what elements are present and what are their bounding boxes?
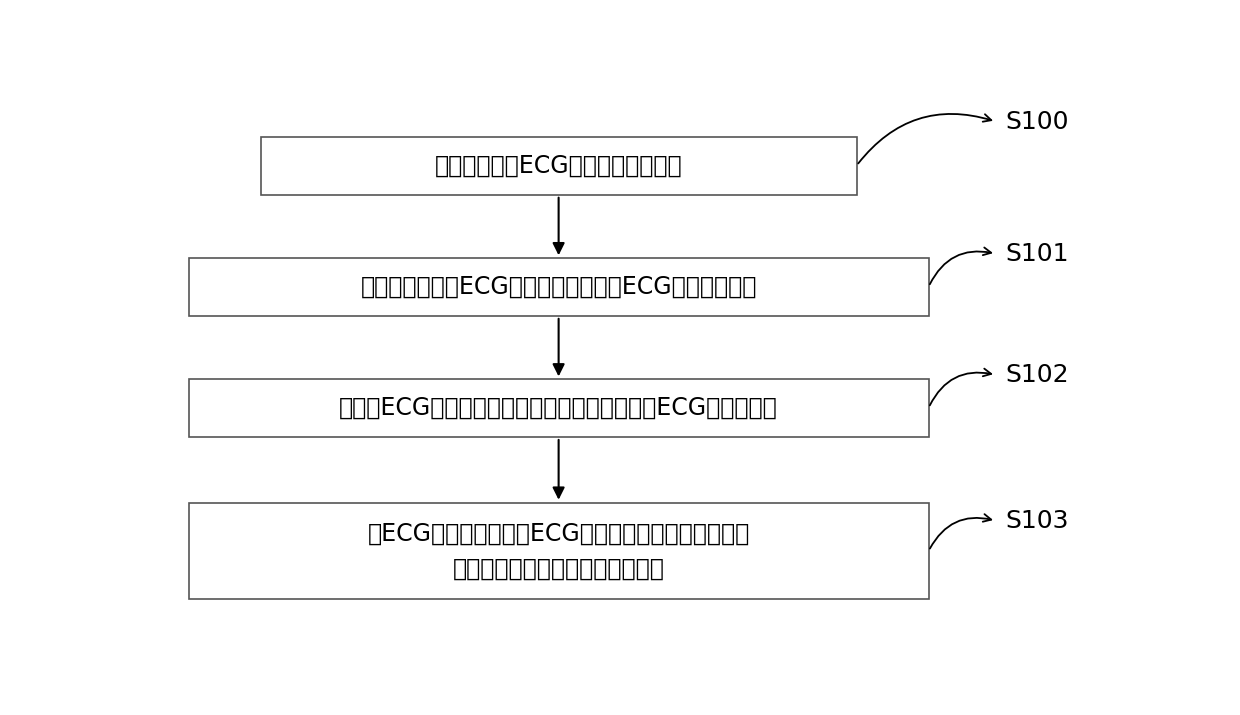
Text: S102: S102 xyxy=(1006,363,1069,387)
Text: S101: S101 xyxy=(1006,242,1069,266)
FancyBboxPatch shape xyxy=(188,379,929,437)
FancyBboxPatch shape xyxy=(188,503,929,599)
Text: S103: S103 xyxy=(1006,509,1069,533)
Text: 将ECG多尺度空间中的ECG多尺度空间信号通过预设的
卷积神经网络进行多尺度特征提取: 将ECG多尺度空间中的ECG多尺度空间信号通过预设的 卷积神经网络进行多尺度特征… xyxy=(367,521,750,581)
Text: 对采集的导联ECG信号进行滤波处理: 对采集的导联ECG信号进行滤波处理 xyxy=(435,154,682,177)
FancyBboxPatch shape xyxy=(188,258,929,315)
Text: 将若干ECG信号识别单元进行多尺度分解，构建ECG多尺度空间: 将若干ECG信号识别单元进行多尺度分解，构建ECG多尺度空间 xyxy=(340,396,777,420)
Text: S100: S100 xyxy=(1006,109,1069,134)
FancyBboxPatch shape xyxy=(260,137,857,194)
Text: 基于一个导联的ECG信号截取获得若干ECG信号识别单元: 基于一个导联的ECG信号截取获得若干ECG信号识别单元 xyxy=(361,275,756,299)
